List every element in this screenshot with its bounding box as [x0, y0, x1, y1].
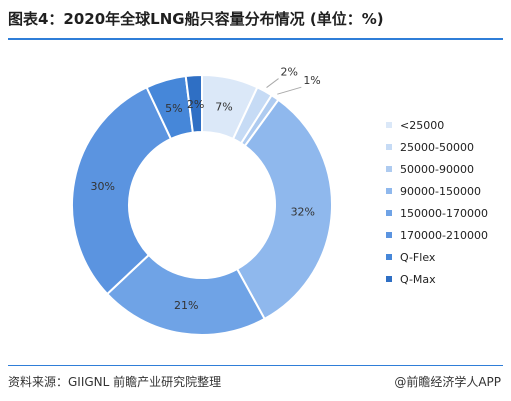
legend-label: 25000-50000: [400, 140, 474, 154]
chart-title: 图表4：2020年全球LNG船只容量分布情况 (单位：%): [8, 10, 384, 28]
legend-item: 50000-90000: [386, 158, 488, 180]
legend-swatch: [386, 122, 392, 128]
legend-item: Q-Flex: [386, 246, 488, 268]
title-divider: [8, 38, 503, 40]
legend-swatch: [386, 188, 392, 194]
footer-divider: [8, 365, 503, 366]
chart-legend: <25000 25000-50000 50000-90000 90000-150000…: [386, 114, 488, 290]
slice-label: 7%: [215, 100, 232, 113]
legend-label: Q-Flex: [400, 250, 436, 264]
label-leader-line: [277, 86, 302, 95]
legend-swatch: [386, 276, 392, 282]
legend-swatch: [386, 254, 392, 260]
legend-swatch: [386, 232, 392, 238]
brand-credit: @前瞻经济学人APP: [394, 375, 501, 389]
slice-label: 30%: [91, 180, 115, 193]
legend-item: 90000-150000: [386, 180, 488, 202]
legend-item: 150000-170000: [386, 202, 488, 224]
legend-swatch: [386, 210, 392, 216]
slice-label: 21%: [174, 299, 198, 312]
donut-slice: [71, 86, 173, 296]
source-note: 资料来源：GIIGNL 前瞻产业研究院整理: [8, 375, 222, 389]
label-leader-line: [266, 78, 279, 88]
legend-label: 90000-150000: [400, 184, 481, 198]
legend-item: 170000-210000: [386, 224, 488, 246]
donut-slice: [235, 98, 333, 321]
donut-slice: [184, 73, 203, 134]
legend-item: <25000: [386, 114, 488, 136]
legend-item: 25000-50000: [386, 136, 488, 158]
slice-label: 32%: [291, 205, 315, 218]
donut-slice: [105, 253, 266, 336]
slice-label: 1%: [303, 74, 320, 87]
legend-label: Q-Max: [400, 272, 436, 286]
legend-label: 150000-170000: [400, 206, 488, 220]
legend-swatch: [386, 144, 392, 150]
legend-item: Q-Max: [386, 268, 488, 290]
slice-label: 2%: [281, 66, 298, 79]
legend-swatch: [386, 166, 392, 172]
slice-label: 2%: [187, 98, 204, 111]
legend-label: 50000-90000: [400, 162, 474, 176]
slice-label: 5%: [165, 102, 182, 115]
legend-label: <25000: [400, 118, 445, 132]
legend-label: 170000-210000: [400, 228, 488, 242]
